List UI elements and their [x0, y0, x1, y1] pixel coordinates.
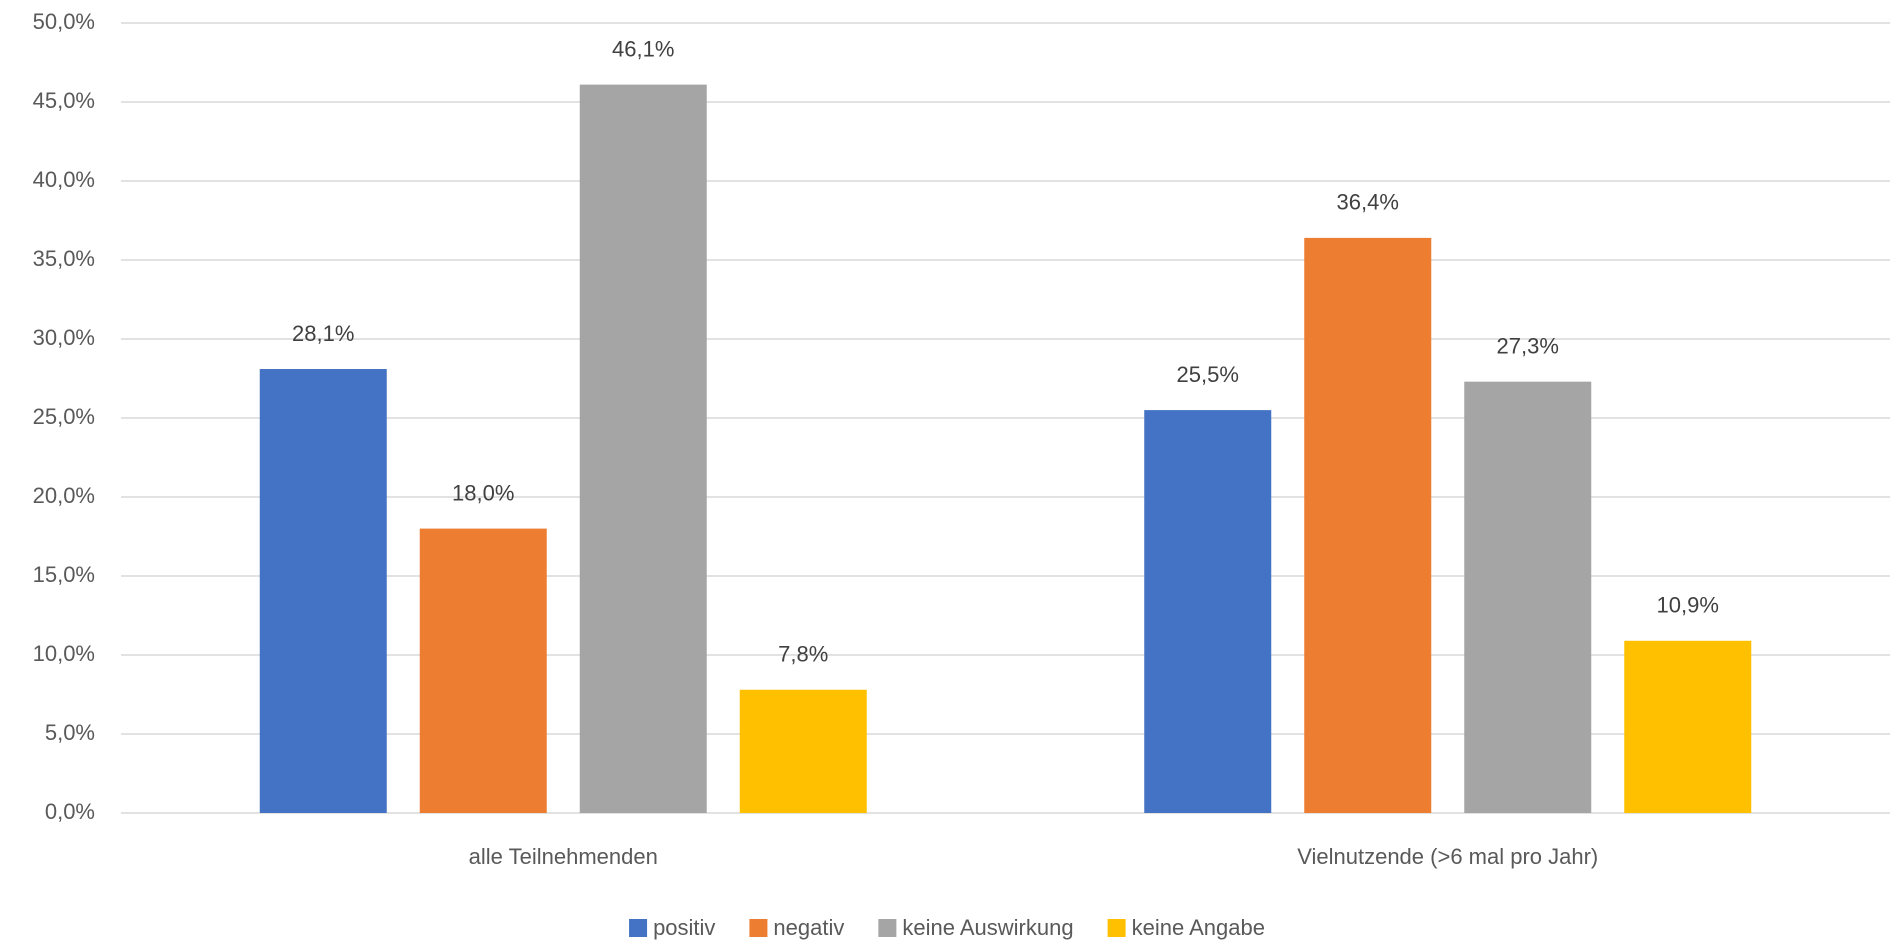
- legend-label: keine Auswirkung: [902, 915, 1073, 940]
- bar: [419, 528, 547, 813]
- legend-label: positiv: [653, 915, 715, 940]
- data-label: 25,5%: [1177, 362, 1239, 387]
- bar: [1304, 237, 1432, 813]
- y-tick-label: 35,0%: [33, 246, 95, 271]
- data-label: 36,4%: [1337, 190, 1399, 215]
- bar: [1464, 381, 1592, 813]
- data-label: 46,1%: [612, 36, 674, 61]
- bar: [1624, 640, 1752, 813]
- bar: [739, 689, 867, 813]
- y-tick-label: 30,0%: [33, 325, 95, 350]
- y-tick-label: 45,0%: [33, 88, 95, 113]
- legend-swatch: [1107, 919, 1126, 937]
- y-tick-label: 50,0%: [33, 9, 95, 34]
- data-label: 28,1%: [292, 321, 354, 346]
- bar: [259, 369, 387, 813]
- legend-label: keine Angabe: [1132, 915, 1265, 940]
- bar: [1144, 410, 1272, 813]
- legend-label: negativ: [773, 915, 844, 940]
- y-tick-label: 10,0%: [33, 641, 95, 666]
- legend-swatch: [749, 919, 768, 937]
- y-tick-label: 15,0%: [33, 562, 95, 587]
- data-label: 27,3%: [1497, 333, 1559, 358]
- x-tick-label: alle Teilnehmenden: [469, 844, 658, 869]
- data-label: 7,8%: [778, 642, 828, 667]
- x-tick-label: Vielnutzende (>6 mal pro Jahr): [1297, 844, 1598, 869]
- y-tick-label: 25,0%: [33, 404, 95, 429]
- y-tick-label: 0,0%: [45, 799, 95, 824]
- bar: [579, 84, 707, 814]
- y-tick-label: 40,0%: [33, 167, 95, 192]
- legend-swatch: [629, 919, 648, 937]
- data-label: 18,0%: [452, 480, 514, 505]
- y-tick-label: 20,0%: [33, 483, 95, 508]
- data-label: 10,9%: [1657, 593, 1719, 618]
- legend-swatch: [878, 919, 897, 937]
- y-tick-label: 5,0%: [45, 720, 95, 745]
